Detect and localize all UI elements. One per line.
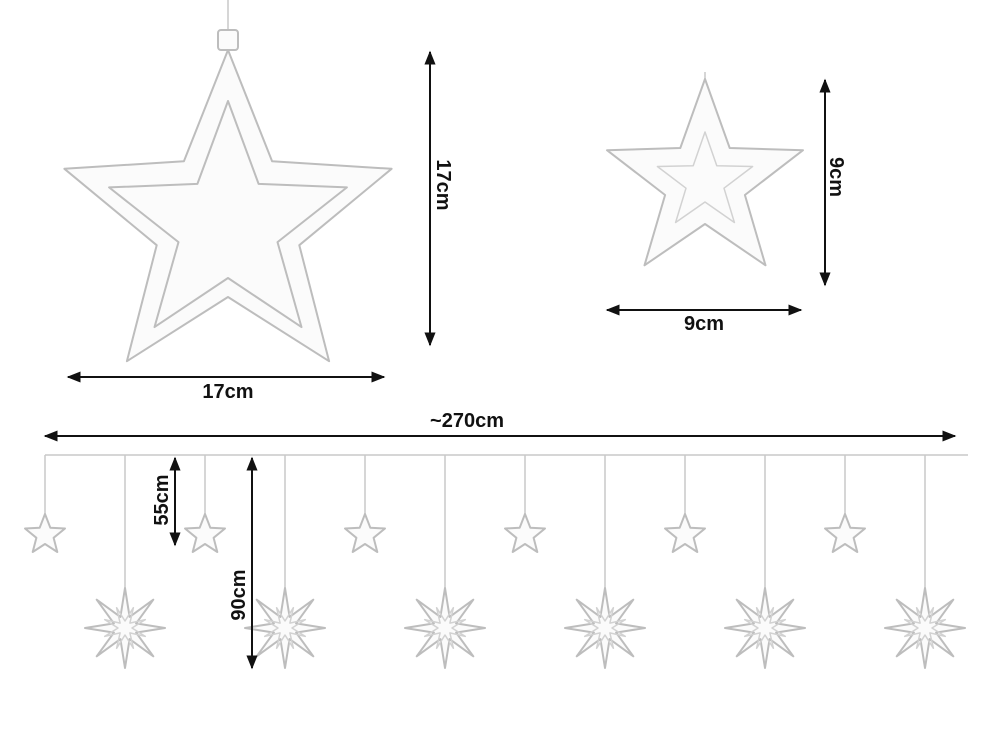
curtain-8point-star-detail xyxy=(103,606,147,650)
small-star-height-label: 9cm xyxy=(825,157,847,197)
large-star-width-label: 17cm xyxy=(202,381,253,403)
star-cap xyxy=(217,29,239,51)
long-drop-label: 90cm xyxy=(228,569,250,620)
curtain-8point-star xyxy=(244,587,326,669)
curtain-small-star xyxy=(504,513,546,553)
large-star-inner xyxy=(108,100,348,329)
large-star-height-label: 17cm xyxy=(432,159,454,210)
small-star xyxy=(606,78,804,267)
curtain-small-star xyxy=(344,513,386,553)
curtain-8point-star xyxy=(724,587,806,669)
curtain-length-label: ~270cm xyxy=(430,410,504,432)
small-star-detail xyxy=(656,131,754,224)
curtain-small-star xyxy=(824,513,866,553)
curtain-small-star xyxy=(184,513,226,553)
curtain-small-star xyxy=(24,513,66,553)
small-star-width-label: 9cm xyxy=(684,313,724,335)
curtain-8point-star-detail xyxy=(743,606,787,650)
curtain-8point-star xyxy=(404,587,486,669)
short-drop-label: 55cm xyxy=(151,474,173,525)
curtain-8point-star xyxy=(884,587,966,669)
curtain-8point-star-detail xyxy=(263,606,307,650)
curtain-8point-star xyxy=(564,587,646,669)
curtain-8point-star-detail xyxy=(423,606,467,650)
curtain-8point-star-detail xyxy=(583,606,627,650)
stars-layer xyxy=(24,0,968,669)
curtain-8point-star-detail xyxy=(903,606,947,650)
curtain-small-star xyxy=(664,513,706,553)
curtain-8point-star xyxy=(84,587,166,669)
